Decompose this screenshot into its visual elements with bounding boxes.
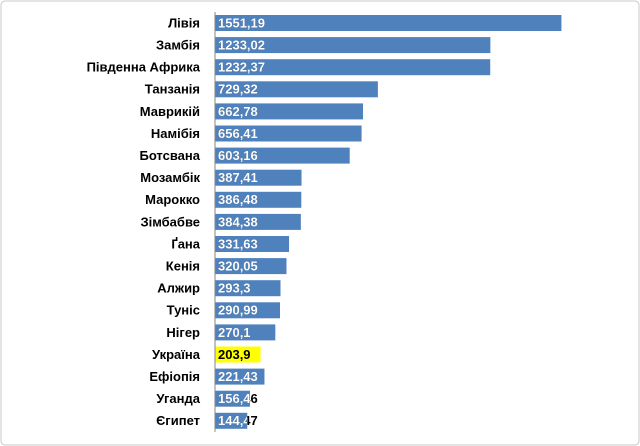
bar: [215, 258, 287, 275]
value-label: 293,3: [218, 281, 251, 296]
value-label: 331,63: [218, 236, 258, 251]
value-label: 221,43: [218, 369, 258, 384]
value-label: 320,05: [218, 259, 258, 274]
bar: [215, 103, 364, 120]
bar: [215, 125, 362, 142]
y-tick-label: Нігер: [166, 325, 200, 340]
y-tick-label: Україна: [152, 347, 201, 362]
bar: [215, 59, 491, 76]
value-label: 221,43: [218, 369, 258, 384]
y-tick-label: Танзанія: [145, 82, 200, 97]
y-tick-label: Лівія: [168, 15, 200, 30]
value-label: 662,78: [218, 104, 258, 119]
value-label: 386,48: [218, 192, 258, 207]
y-tick-label: Ботсвана: [139, 148, 200, 163]
bar: [215, 147, 350, 164]
y-tick-label: Марокко: [145, 192, 200, 207]
value-label: 156,46: [218, 391, 258, 406]
value-label: 331,63: [218, 236, 258, 251]
value-label: 729,32: [218, 82, 258, 97]
value-label: 729,32: [218, 82, 258, 97]
value-label: 1232,37: [218, 60, 265, 75]
value-label: 290,99: [218, 303, 258, 318]
y-tick-label: Туніс: [167, 303, 200, 318]
value-label: 290,99: [218, 303, 258, 318]
y-tick-label: Кенія: [166, 259, 200, 274]
bar: [215, 368, 265, 385]
bar: [215, 412, 248, 429]
value-label: 387,41: [218, 170, 258, 185]
bar: [215, 280, 281, 297]
value-label: 1232,37: [218, 60, 265, 75]
y-tick-label: Мозамбік: [140, 170, 200, 185]
value-label: 386,48: [218, 192, 258, 207]
value-label: 656,41: [218, 126, 258, 141]
value-label: 384,38: [218, 214, 258, 229]
value-label: 384,38: [218, 214, 258, 229]
y-tick-label: Замбія: [156, 38, 200, 53]
bar: [215, 346, 261, 363]
y-tick-label: Алжир: [157, 281, 200, 296]
value-label: 656,41: [218, 126, 258, 141]
bar: [215, 302, 280, 319]
value-label: 603,16: [218, 148, 258, 163]
value-label: 603,16: [218, 148, 258, 163]
bar: [215, 169, 302, 186]
y-tick-label: Ефіопія: [149, 369, 200, 384]
y-tick-label: Зімбабве: [140, 214, 200, 229]
bar: [215, 191, 302, 208]
value-label: 144,47: [218, 413, 258, 428]
bar: [215, 37, 491, 54]
value-label: 144,47: [218, 413, 258, 428]
value-label: 270,1: [218, 325, 251, 340]
value-label: 1551,19: [218, 15, 265, 30]
value-label: 156,46: [218, 391, 258, 406]
bar: [215, 390, 250, 407]
value-label: 1233,02: [218, 38, 265, 53]
y-tick-label: Уганда: [156, 391, 200, 406]
bar: [215, 15, 562, 31]
bar: [215, 213, 301, 230]
bar: [215, 324, 276, 341]
y-tick-label: Єгипет: [156, 413, 200, 428]
value-label: 1233,02: [218, 38, 265, 53]
value-label: 270,1: [218, 325, 251, 340]
value-label: 203,9: [218, 347, 251, 362]
value-label: 293,3: [218, 281, 251, 296]
value-label: 320,05: [218, 259, 258, 274]
value-label: 1551,19: [218, 15, 265, 30]
value-label: 662,78: [218, 104, 258, 119]
bar: [215, 81, 378, 98]
value-label: 387,41: [218, 170, 258, 185]
y-tick-label: Маврикій: [140, 104, 200, 119]
bar: [215, 236, 290, 252]
y-tick-label: Ґана: [171, 236, 200, 251]
y-tick-label: Південна Африка: [87, 60, 201, 75]
y-tick-label: Намібія: [151, 126, 200, 141]
